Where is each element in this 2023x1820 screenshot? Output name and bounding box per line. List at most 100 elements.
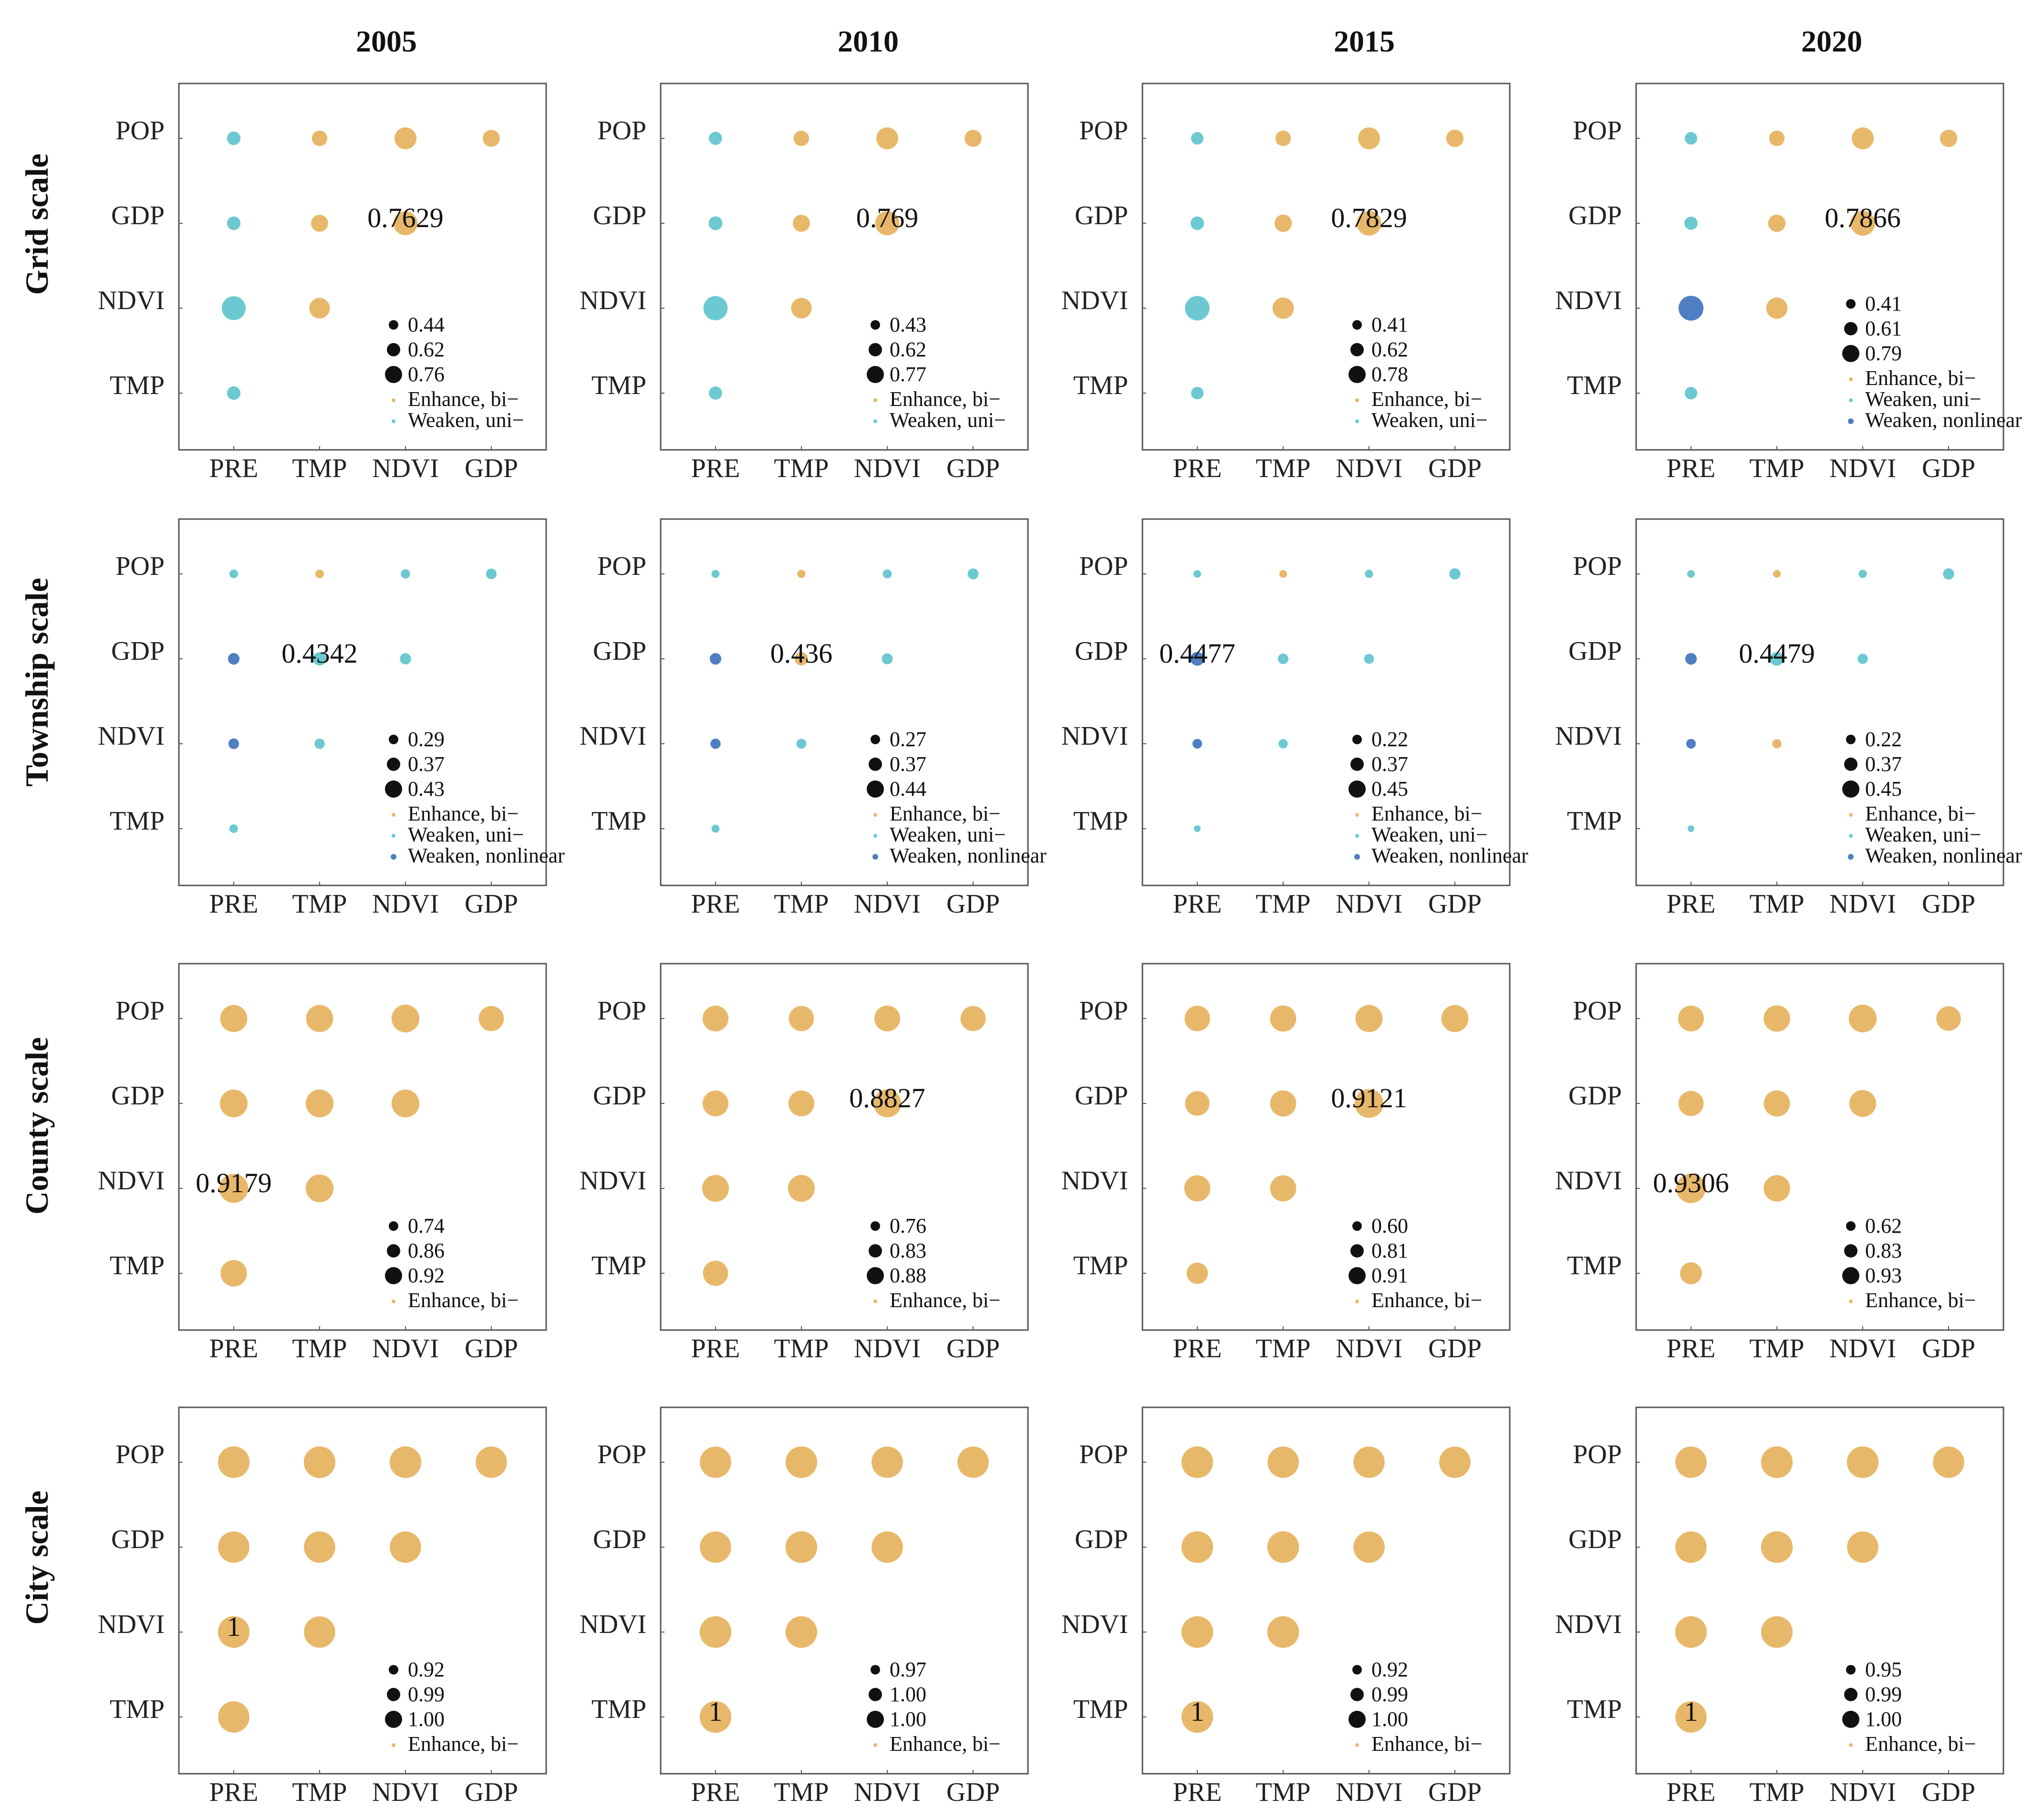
size-legend-dot [1349,1267,1366,1284]
type-legend-dot [873,1743,877,1747]
point-ndvi-tmp [305,1174,334,1203]
type-legend-dot [873,398,877,402]
size-legend-dot [389,1221,398,1231]
size-legend-dot [869,1244,882,1258]
y-tick-label: GDP [1075,636,1128,666]
point-pop-gdp [960,1006,986,1031]
y-tick-label: POP [1573,551,1622,581]
size-legend-dot [1842,345,1859,362]
point-pop-ndvi [401,569,410,579]
size-legend-dot [871,320,880,330]
type-legend-label: Weaken, uni− [890,408,1006,432]
point-pop-pre [1193,570,1202,578]
x-tick-label: TMP [774,1334,829,1363]
x-tick-label: TMP [774,454,829,483]
point-pop-pre [1181,1446,1214,1478]
point-gdp-tmp [1768,214,1786,232]
type-legend-label: Enhance, bi− [1371,387,1483,411]
point-gdp-ndvi [1850,211,1875,236]
panel-county-scale-2020: PRE TMP NDVI GDP POP GDP NDVI TMP 0.9306 0.620.83… [1555,963,2004,1363]
y-tick-label: GDP [1568,1525,1622,1554]
point-tmp-pre [1688,825,1694,832]
max-value-label: 0.9306 [1653,1167,1729,1198]
point-gdp-tmp [793,215,810,232]
x-tick-label: PRE [1667,1334,1716,1363]
type-legend-dot [1354,854,1360,860]
size-legend-label: 0.93 [1865,1264,1902,1287]
size-legend-dot [385,366,402,383]
point-gdp-pre [1675,1531,1707,1563]
y-tick-label: TMP [1567,1695,1622,1724]
size-legend-label: 0.37 [408,752,445,776]
panel-frame [178,963,547,1331]
size-legend-label: 0.92 [408,1264,445,1287]
size-legend-dot [869,1688,882,1701]
size-legend-dot [389,735,398,744]
size-legend-dot [1350,1244,1364,1258]
type-legend-label: Enhance, bi− [408,387,519,411]
x-tick-label: GDP [465,1778,518,1807]
x-tick-label: GDP [946,454,1000,483]
type-legend-dot [392,1300,395,1303]
point-gdp-pre [227,216,241,230]
size-legend-label: 0.88 [890,1264,926,1287]
y-tick-label: GDP [593,1081,646,1111]
point-gdp-tmp [785,1531,818,1563]
type-legend-dot [392,419,395,423]
point-pop-pre [711,570,720,578]
y-tick-label: POP [597,551,646,581]
point-tmp-pre [220,1260,247,1287]
point-ndvi-pre [1192,738,1203,749]
max-value-label: 0.4342 [281,638,358,669]
size-legend-label: 0.62 [408,338,445,361]
point-pop-tmp [1773,570,1781,578]
type-legend-dot [1355,834,1359,838]
point-pop-pre [1184,1006,1210,1031]
y-tick-label: NDVI [98,721,165,751]
point-tmp-pre [1680,1262,1702,1284]
point-pop-tmp [1761,1446,1793,1478]
point-ndvi-tmp [1270,1175,1297,1202]
point-pop-ndvi [882,569,892,579]
x-tick-label: NDVI [372,1778,439,1807]
type-legend-label: Enhance, bi− [890,387,1001,411]
point-pop-gdp [1943,568,1954,580]
point-pop-tmp [315,569,324,579]
point-ndvi-pre [710,738,721,749]
point-ndvi-pre [1181,1616,1214,1648]
x-tick-label: TMP [292,1334,347,1363]
x-tick-label: NDVI [1829,1334,1896,1363]
type-legend-dot [1849,398,1853,402]
type-legend-label: Enhance, bi− [408,1732,519,1756]
x-tick-label: NDVI [854,1778,921,1807]
panel-frame [178,518,547,886]
size-legend-dot [387,343,400,356]
size-legend-label: 0.86 [408,1239,445,1262]
size-legend-dot [1846,735,1856,744]
max-value-label: 0.8827 [849,1082,925,1113]
point-gdp-pre [1684,217,1698,230]
panel-frame [660,518,1029,886]
size-legend-dot [385,1711,402,1728]
point-ndvi-tmp [1766,297,1788,319]
y-tick-label: TMP [591,1251,646,1280]
size-legend-label: 0.76 [890,1214,926,1238]
point-pop-tmp [1764,1005,1790,1032]
point-gdp-pre [219,1089,248,1118]
x-tick-label: GDP [946,889,1000,919]
panel-county-scale-2005: PRE TMP NDVI GDP POP GDP NDVI TMP 0.9179 0.740.86… [98,963,547,1363]
size-legend-label: 0.43 [890,313,926,336]
x-tick-label: TMP [1255,1778,1310,1807]
type-legend-label: Enhance, bi− [890,1289,1001,1312]
point-gdp-ndvi [1857,654,1868,664]
size-legend-dot [389,320,398,330]
y-tick-label: NDVI [580,1610,646,1639]
panel-grid-scale-2005: PRE TMP NDVI GDP POP GDP NDVI TMP 0.7629 0.440.62… [98,83,547,483]
point-pop-ndvi [389,1446,422,1478]
size-legend-dot [1352,1665,1362,1674]
point-pop-gdp [478,1006,504,1031]
size-legend-dot [1842,780,1859,798]
point-tmp-pre [1194,825,1201,832]
point-ndvi-tmp [1761,1616,1793,1648]
point-pop-tmp [306,1005,333,1032]
